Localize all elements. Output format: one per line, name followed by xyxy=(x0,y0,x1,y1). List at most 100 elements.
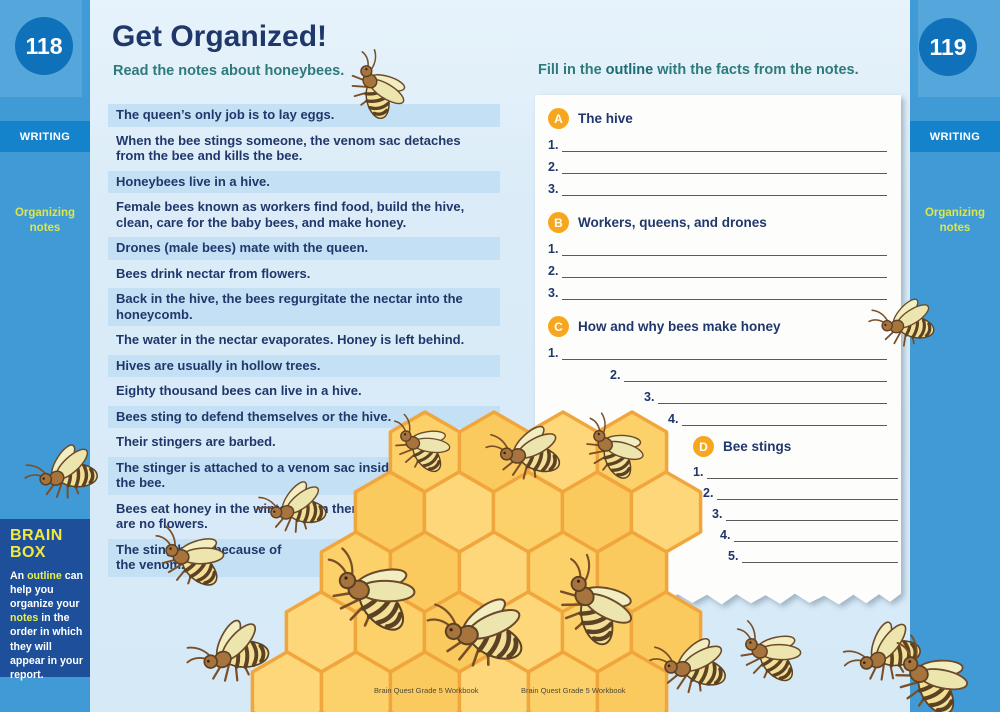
outline-blank-line[interactable] xyxy=(562,157,887,174)
outline-blank-line[interactable] xyxy=(624,365,887,382)
line-number: 3. xyxy=(712,507,723,521)
note-text: Back in the hive, the bees regurgitate t… xyxy=(116,291,463,322)
note-item: Drones (male bees) mate with the queen. xyxy=(108,237,500,260)
outline-blank-line[interactable] xyxy=(742,547,898,563)
section-letter-badge: D xyxy=(693,436,714,457)
section-heading: Workers, queens, and drones xyxy=(578,215,767,230)
note-text: Bees sting to defend themselves or the h… xyxy=(116,408,392,424)
note-text: Their stingers are barbed. xyxy=(116,434,276,449)
line-number: 2. xyxy=(703,486,714,500)
outline-blank-line[interactable] xyxy=(734,526,898,542)
instruction-keyword: outline xyxy=(605,62,654,78)
note-item: Female bees known as workers find food, … xyxy=(108,196,500,234)
line-number: 4. xyxy=(668,412,679,426)
note-item: The queen’s only job is to lay eggs. xyxy=(108,104,500,127)
line-number: 3. xyxy=(548,182,559,196)
note-text: The sting hurts because of the venom. xyxy=(116,541,282,573)
note-text: Eighty thousand bees can live in a hive. xyxy=(116,383,362,398)
section-label-writing: WRITING xyxy=(0,121,90,152)
brain-box-keyword: outline xyxy=(27,569,62,582)
section-letter-badge: A xyxy=(548,108,569,129)
outline-line-row: 2. xyxy=(703,485,898,500)
note-item: When the bee stings someone, the venom s… xyxy=(108,130,500,168)
note-item: Bees sting to defend themselves or the h… xyxy=(108,405,500,428)
bee-icon xyxy=(178,605,283,706)
outline-section-header: B Workers, queens, and drones xyxy=(548,212,887,233)
instruction-text: with the facts from the notes. xyxy=(653,62,859,78)
note-text: The water in the nectar evaporates. Hone… xyxy=(116,332,465,347)
note-item: The stinger is attached to a venom sac i… xyxy=(108,456,500,495)
note-item: Honeybees live in a hive. xyxy=(108,170,500,193)
note-text: Hives are usually in hollow trees. xyxy=(116,357,321,373)
line-number: 2. xyxy=(548,264,559,278)
outline-section-header: A The hive xyxy=(548,108,887,129)
notes-list: The queen’s only job is to lay eggs. When… xyxy=(108,104,500,580)
page-number-badge: 119 xyxy=(919,18,977,76)
outline-blank-line[interactable] xyxy=(658,387,887,404)
outline-line-row: 1. xyxy=(548,344,887,360)
outline-line-row: 4. xyxy=(720,527,898,542)
outline-blank-line[interactable] xyxy=(707,463,898,479)
outline-line-row: 2. xyxy=(548,158,887,174)
outline-line-row: 3. xyxy=(712,506,898,521)
note-item: The water in the nectar evaporates. Hone… xyxy=(108,329,500,352)
line-number: 1. xyxy=(548,242,559,256)
page-number-badge: 118 xyxy=(15,17,73,75)
note-item: Back in the hive, the bees regurgitate t… xyxy=(108,288,500,326)
note-text: Female bees known as workers find food, … xyxy=(116,199,465,230)
outline-blank-line[interactable] xyxy=(562,343,887,360)
right-sidebar: 119 WRITING Organizing notes xyxy=(910,0,1000,712)
line-number: 1. xyxy=(548,138,559,152)
outline-card-content: A The hive 1. 2. 3. B Workers, queens, and dro… xyxy=(535,95,901,605)
topic-label: Organizing notes xyxy=(14,207,76,234)
outline-blank-line[interactable] xyxy=(562,261,887,278)
outline-section-c: C How and why bees make honey 1. 2. 3. 4. xyxy=(548,316,887,426)
outline-blank-line[interactable] xyxy=(562,179,887,196)
outline-line-row: 2. xyxy=(548,262,887,278)
section-heading: How and why bees make honey xyxy=(578,319,781,334)
outline-line-row: 2. xyxy=(610,366,887,382)
section-letter-badge: B xyxy=(548,212,569,233)
bee-icon xyxy=(645,628,736,708)
outline-line-row: 3. xyxy=(548,284,887,300)
note-item: Bees drink nectar from flowers. xyxy=(108,263,500,286)
outline-blank-line[interactable] xyxy=(562,239,887,256)
line-number: 4. xyxy=(720,528,731,542)
bee-icon xyxy=(724,617,810,692)
outline-line-row: 1. xyxy=(548,240,887,256)
note-item: Eighty thousand bees can live in a hive. xyxy=(108,380,500,403)
brain-box-keyword: notes xyxy=(10,612,39,625)
brain-box: BRAIN BOX An outline can help you organi… xyxy=(0,519,90,681)
note-text: Bees eat honey in the winter when there … xyxy=(116,500,364,532)
outline-section-header: D Bee stings xyxy=(693,436,898,457)
line-number: 1. xyxy=(693,465,704,479)
line-number: 3. xyxy=(548,286,559,300)
brain-box-title: BRAIN BOX xyxy=(10,527,63,561)
outline-blank-line[interactable] xyxy=(682,409,887,426)
outline-card: A The hive 1. 2. 3. B Workers, queens, and dro… xyxy=(535,95,901,607)
footer-left: Brain Quest Grade 5 Workbook xyxy=(374,686,479,695)
outline-line-row: 1. xyxy=(693,464,898,479)
line-number: 3. xyxy=(644,390,655,404)
outline-blank-line[interactable] xyxy=(562,135,887,152)
outline-line-row: 3. xyxy=(548,180,887,196)
outline-blank-line[interactable] xyxy=(717,484,898,500)
outline-blank-line[interactable] xyxy=(562,283,887,300)
note-text: Honeybees live in a hive. xyxy=(116,173,270,189)
footer-right: Brain Quest Grade 5 Workbook xyxy=(521,686,626,695)
brain-box-text: An xyxy=(10,569,28,582)
outline-section-b: B Workers, queens, and drones 1. 2. 3. xyxy=(548,212,887,300)
note-text: Drones (male bees) mate with the queen. xyxy=(116,240,369,255)
line-number: 1. xyxy=(548,346,559,360)
notes-instruction: Read the notes about honeybees. xyxy=(113,63,345,79)
note-item: Bees eat honey in the winter when there … xyxy=(108,498,500,536)
outline-section-d: D Bee stings 1. 2. 3. 4. 5. xyxy=(693,436,898,563)
outline-blank-line[interactable] xyxy=(726,505,898,521)
section-letter-badge: C xyxy=(548,316,569,337)
note-text: When the bee stings someone, the venom s… xyxy=(116,132,461,164)
outline-line-row: 5. xyxy=(728,548,898,563)
brain-box-body: An outline can help you organize your no… xyxy=(10,569,84,683)
note-text: The queen’s only job is to lay eggs. xyxy=(116,107,335,122)
brain-box-text: in the order in which they will appear i… xyxy=(10,612,83,681)
